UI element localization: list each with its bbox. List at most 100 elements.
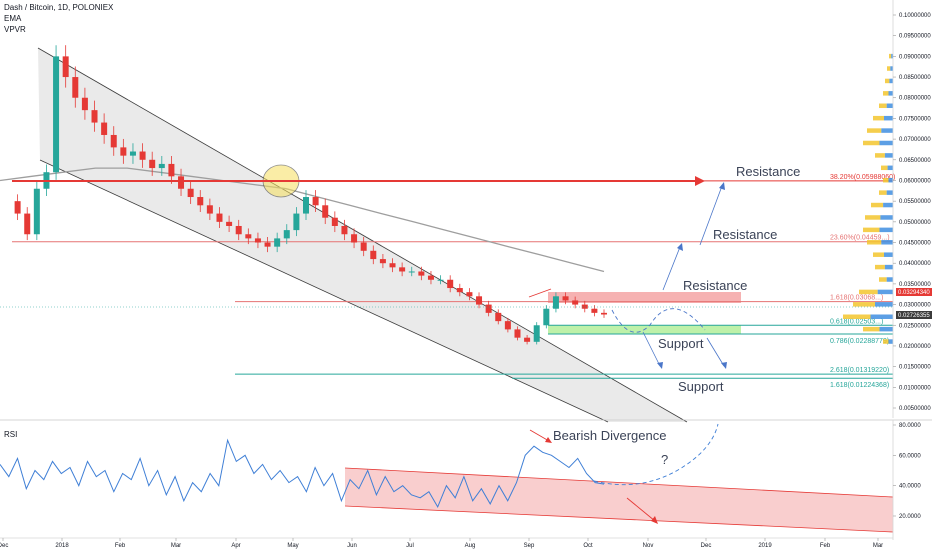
vpvr-bar-down: [888, 339, 893, 344]
candle-body: [187, 188, 194, 198]
fib-level-label: 0.786(0.02288779): [830, 338, 889, 345]
candle-body: [437, 279, 444, 281]
price-tick-label: 0.08000000: [899, 96, 931, 102]
vpvr-bar-up: [879, 190, 887, 195]
rsi-tick-label: 60.0000: [899, 453, 921, 459]
vpvr-bar-down: [884, 115, 893, 121]
candle-body: [341, 225, 348, 235]
time-tick-label: Dec: [0, 543, 8, 549]
candle-body: [389, 263, 396, 268]
current-price-box: [896, 311, 932, 319]
candle-body: [572, 300, 579, 305]
price-tick-label: 0.04500000: [899, 241, 931, 247]
vpvr-bar-up: [843, 314, 871, 319]
vpvr-bar-up: [867, 128, 882, 133]
candle-body: [206, 205, 213, 214]
candle-body: [216, 213, 223, 222]
candle-body: [264, 242, 271, 247]
vpvr-bar-down: [889, 78, 893, 84]
vpvr-bar-down: [888, 91, 893, 96]
divergence-arrow-rsi: [529, 429, 550, 442]
resistance-arrow-head: [695, 176, 705, 186]
candle-body: [14, 201, 21, 214]
candle-body: [101, 122, 108, 135]
fib-level-label: 0.618(0.02503...): [830, 318, 883, 325]
time-tick-label: Sep: [524, 543, 535, 549]
candle-body: [427, 275, 434, 280]
vpvr-bar-up: [871, 202, 884, 208]
candle-body: [485, 304, 492, 313]
resistance-label-2: Resistance: [713, 227, 777, 242]
projection-arrow-3-head: [657, 362, 663, 369]
vpvr-bar-up: [889, 53, 892, 59]
candle-body: [331, 217, 338, 226]
price-tick-label: 0.01500000: [899, 365, 931, 371]
candle-body: [447, 279, 454, 289]
vpvr-bar-down: [888, 177, 893, 183]
time-axis[interactable]: Dec 2018 Feb Mar Apr May Jun Jul Aug Sep Oct Nov Dec…: [0, 538, 883, 549]
vpvr-bar-down: [883, 202, 893, 208]
time-tick-label: May: [287, 543, 298, 549]
candle-body: [129, 151, 136, 156]
projection-arrow-4-head: [721, 362, 727, 369]
time-tick-label: 2019: [758, 543, 772, 549]
price-tick-label: 0.02000000: [899, 344, 931, 350]
vpvr-bar-down: [879, 227, 893, 233]
chart-title: Dash / Bitcoin, 1D, POLONIEX: [4, 3, 114, 12]
vpvr-bar-up: [867, 240, 882, 245]
candle-body: [504, 321, 511, 330]
rsi-tick-label: 20.0000: [899, 514, 921, 520]
vpvr-bar-up: [865, 215, 881, 220]
price-tick-label: 0.05500000: [899, 199, 931, 205]
time-tick-label: Apr: [231, 543, 240, 549]
vpvr-bar-down: [881, 128, 893, 133]
candle-body: [601, 312, 607, 315]
price-tick-label: 0.00500000: [899, 406, 931, 412]
vpvr-bar-down: [886, 103, 893, 109]
rsi-axis[interactable]: 80.0000 60.0000 40.0000 20.0000: [893, 423, 921, 520]
candle-body: [591, 308, 598, 313]
vpvr-bar-up: [885, 78, 890, 84]
candle-body: [226, 221, 233, 226]
candle-body: [254, 238, 261, 243]
candle-body: [235, 225, 242, 235]
vpvr-bar-up: [879, 277, 887, 282]
vpvr-bar-down: [884, 252, 893, 257]
candle-body: [81, 97, 88, 111]
support-label-2: Support: [678, 379, 724, 394]
rsi-legend[interactable]: RSI: [4, 430, 18, 439]
ema-line: [0, 167, 605, 273]
rsi-tick-label: 80.0000: [899, 423, 921, 429]
support-label-1: Support: [658, 336, 704, 351]
price-axis[interactable]: 0.10000000 0.09500000 0.09000000 0.08500000…: [893, 13, 931, 412]
vpvr-bar-up: [863, 326, 880, 332]
vpvr-bar-down: [877, 289, 893, 295]
time-tick-label: Mar: [873, 543, 883, 549]
vpvr-legend[interactable]: VPVR: [4, 25, 26, 34]
vpvr-bar-down: [886, 277, 893, 282]
vpvr-bar-up: [859, 289, 878, 295]
time-tick-label: Oct: [583, 543, 593, 549]
rsi-arrow-down-head: [651, 516, 658, 524]
time-tick-label: Jul: [406, 543, 414, 549]
vpvr-bar-up: [875, 264, 885, 270]
projection-arrow-4: [706, 337, 725, 367]
current-price-label: 0.02726355: [898, 313, 930, 319]
candle-body: [456, 288, 463, 293]
question-mark-label: ?: [661, 452, 668, 467]
resistance-zone: [548, 292, 741, 303]
ema-legend[interactable]: EMA: [4, 14, 22, 23]
candle-body: [120, 147, 127, 156]
rsi-channel-upper: [344, 467, 894, 498]
candle-body: [524, 337, 531, 342]
vpvr-bar-down: [880, 215, 893, 220]
channel-lower-line: [39, 159, 609, 423]
vpvr-bar-up: [853, 302, 875, 307]
rsi-tick-label: 40.0000: [899, 484, 921, 490]
vpvr-bar-down: [884, 153, 893, 158]
price-tick-label: 0.10000000: [899, 13, 931, 19]
candle-body: [168, 163, 175, 177]
candle-body: [62, 56, 69, 78]
candle-body: [399, 267, 406, 272]
